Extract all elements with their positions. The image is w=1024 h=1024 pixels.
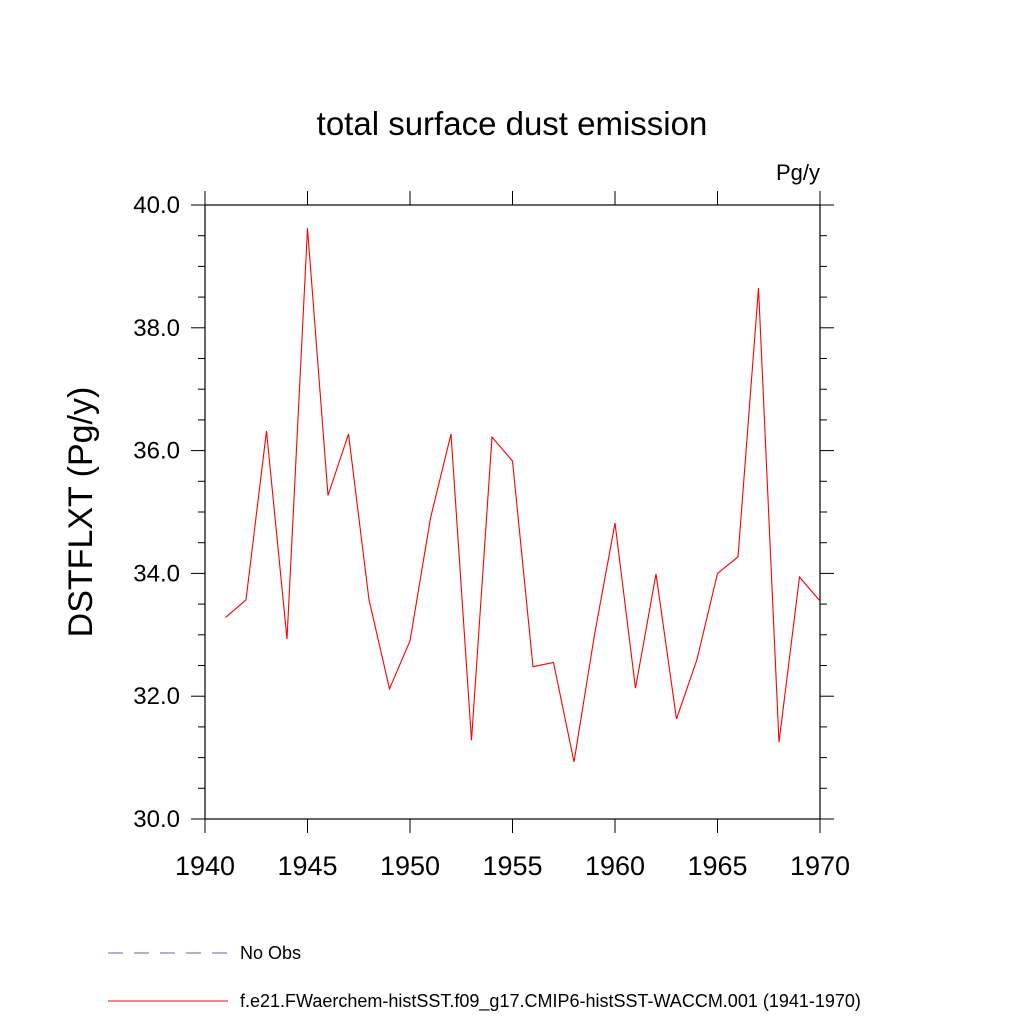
legend-label-no-obs: No Obs xyxy=(240,943,301,963)
x-tick-label: 1960 xyxy=(585,851,645,881)
x-tick-label: 1970 xyxy=(790,851,850,881)
legend-label-model: f.e21.FWaerchem-histSST.f09_g17.CMIP6-hi… xyxy=(240,991,861,1012)
legend: No Obs f.e21.FWaerchem-histSST.f09_g17.C… xyxy=(108,943,861,1012)
plot-frame xyxy=(204,204,821,820)
units-label: Pg/y xyxy=(776,160,820,185)
series-layer xyxy=(225,228,821,763)
x-tick-label: 1945 xyxy=(277,851,337,881)
series-line xyxy=(225,228,821,763)
y-tick-label: 30.0 xyxy=(133,806,180,833)
x-tick-label: 1950 xyxy=(380,851,440,881)
y-tick-label: 32.0 xyxy=(133,683,180,710)
x-tick-label: 1940 xyxy=(175,851,235,881)
y-axis-label: DSTFLXT (Pg/y) xyxy=(62,387,100,638)
y-tick-label: 38.0 xyxy=(133,315,180,342)
x-tick-label: 1955 xyxy=(482,851,542,881)
y-axis-ticks: 30.0 32.0 34.0 36.0 38.0 40.0 xyxy=(133,192,834,833)
x-axis-ticks: 1940 1945 1950 1955 1960 1965 1970 xyxy=(175,191,850,881)
y-tick-label: 40.0 xyxy=(133,192,180,219)
x-tick-label: 1965 xyxy=(687,851,747,881)
y-tick-label: 36.0 xyxy=(133,438,180,465)
y-tick-label: 34.0 xyxy=(133,560,180,587)
chart-title: total surface dust emission xyxy=(317,105,708,142)
